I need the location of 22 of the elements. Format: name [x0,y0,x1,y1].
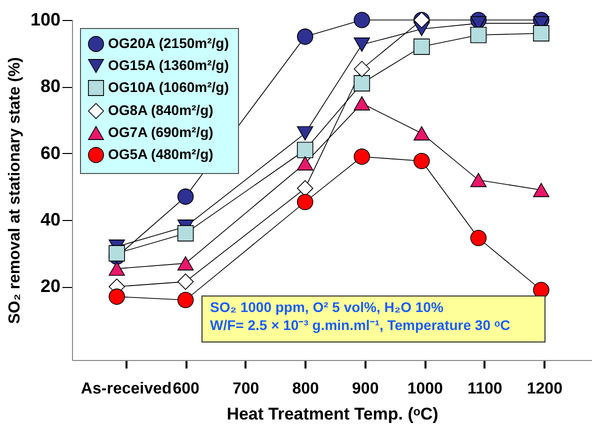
legend-label: OG5A (480m²/g) [108,146,214,162]
legend-label: OG20A (2150m²/g) [108,35,229,51]
x-tick-label: 1000 [407,380,444,398]
x-tick-label: 900 [352,380,379,398]
y-axis-title: SO₂ removal at stationary state (%) [6,57,24,324]
annotation: SO₂ 1000 ppm, O² 5 vol%, H₂O 10% W/F= 2.5 × 10⁻³ g.min.ml⁻¹, Temperature 30 ᵒC [210,299,510,333]
y-tick-label: 20 [40,276,60,296]
legend-label: OG10A (1060m²/g) [108,79,229,95]
x-tick-label: 600 [172,380,200,398]
x-tick-label: 800 [292,380,320,398]
y-tick-label: 80 [40,76,60,96]
x-tick-label: 1200 [526,380,563,398]
x-axis-title: Heat Treatment Temp. (ᵒC) [226,404,438,424]
x-tick-label: 1100 [468,380,502,398]
y-tick-label: 40 [40,210,60,230]
x-tick-label: As-received [80,380,172,398]
legend-label: OG8A (840m²/g) [108,102,214,118]
y-tick-label: 60 [40,142,60,163]
legend-label: OG7A (690m²/g) [108,124,214,140]
x-tick-label: 700 [232,380,260,398]
legend-label: OG15A (1360m²/g) [108,57,229,73]
y-tick-label: 100 [30,10,60,30]
